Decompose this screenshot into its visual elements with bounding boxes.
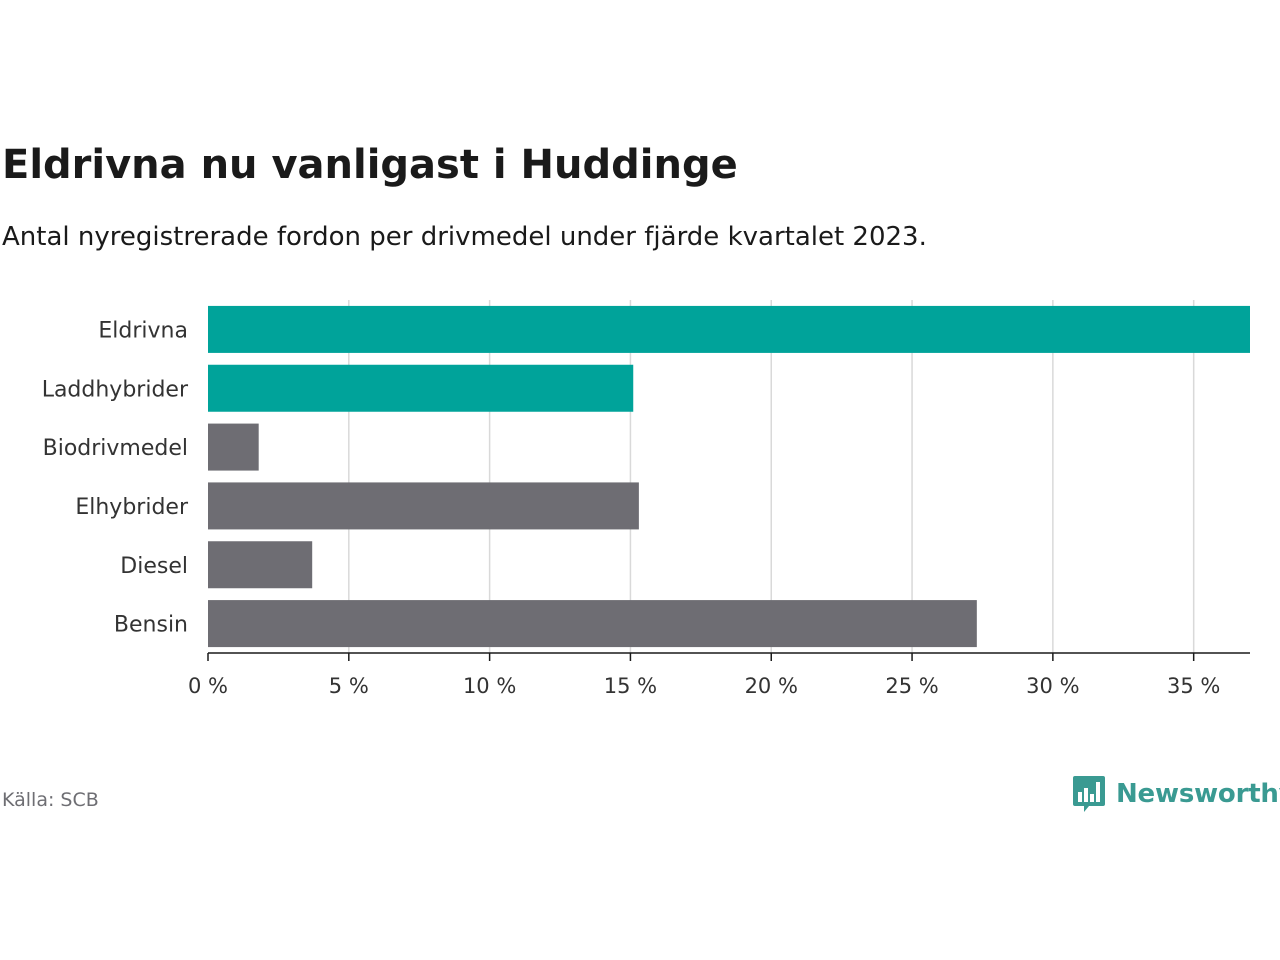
category-label: Bensin xyxy=(114,613,188,638)
x-tick-label: 25 % xyxy=(885,674,938,698)
bar-bensin xyxy=(208,600,977,648)
category-label: Elhybrider xyxy=(75,495,189,520)
newsworthy-logo: Newsworthy xyxy=(1072,774,1280,814)
brand-name: Newsworthy xyxy=(1116,779,1280,809)
x-tick-label: 15 % xyxy=(604,674,657,698)
category-label: Diesel xyxy=(120,554,188,579)
category-label: Eldrivna xyxy=(98,318,188,343)
bar-biodrivmedel xyxy=(208,423,259,471)
category-label: Biodrivmedel xyxy=(43,436,188,461)
source-note: Källa: SCB xyxy=(2,789,99,811)
chart-subtitle: Antal nyregistrerade fordon per drivmede… xyxy=(2,222,927,252)
x-tick-label: 20 % xyxy=(745,674,798,698)
x-tick-label: 0 % xyxy=(188,674,228,698)
bar-eldrivna xyxy=(208,305,1250,353)
chart-logo-icon xyxy=(1073,776,1105,812)
bar-laddhybrider xyxy=(208,364,634,412)
x-tick-label: 35 % xyxy=(1167,674,1220,698)
chart-title: Eldrivna nu vanligast i Huddinge xyxy=(2,142,738,188)
bar-diesel xyxy=(208,541,313,589)
category-label: Laddhybrider xyxy=(42,377,189,402)
bar-elhybrider xyxy=(208,482,639,530)
x-tick-label: 30 % xyxy=(1026,674,1079,698)
x-tick-label: 10 % xyxy=(463,674,516,698)
x-tick-label: 5 % xyxy=(329,674,369,698)
